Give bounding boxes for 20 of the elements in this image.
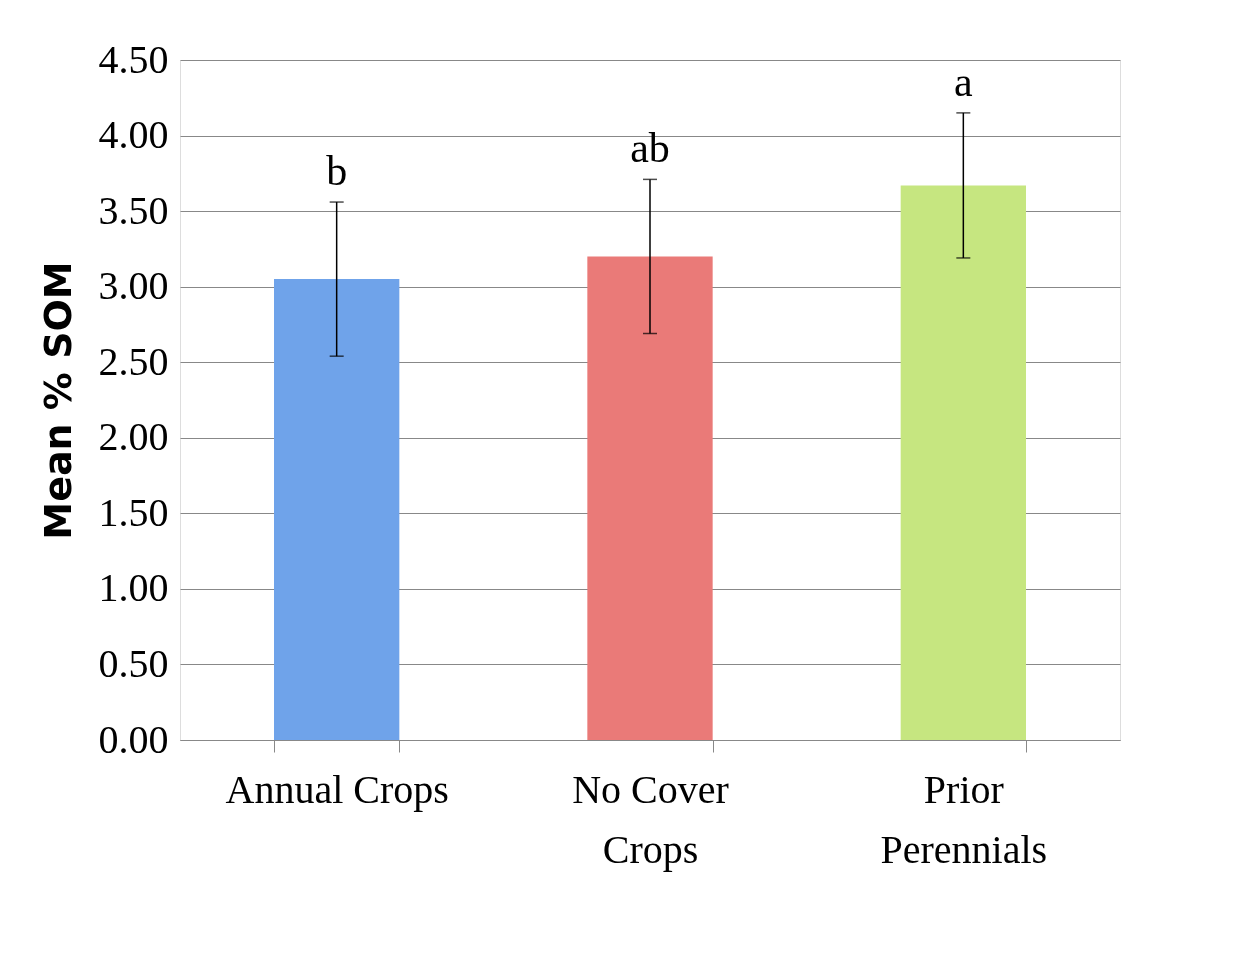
- x-tick-label: Prior Perennials: [880, 766, 1048, 872]
- y-tick-label: 0.50: [98, 640, 169, 686]
- y-tick-label: 1.50: [98, 489, 169, 535]
- bar: [274, 279, 400, 740]
- x-tick-label: Annual Crops: [225, 766, 449, 812]
- annotation: a: [954, 58, 974, 105]
- y-tick-label: 2.00: [98, 414, 169, 460]
- y-tick-label: 2.50: [98, 338, 169, 384]
- y-tick-label: 3.50: [98, 187, 169, 233]
- bar: [900, 185, 1026, 740]
- y-tick-label: 1.00: [98, 565, 169, 611]
- annotation: ab: [630, 125, 670, 172]
- bar: [587, 256, 713, 740]
- y-axis-title: Mean % SOM: [35, 261, 80, 540]
- y-tick-label: 4.00: [98, 112, 169, 158]
- y-tick-label: 3.00: [98, 263, 169, 309]
- y-tick-label: 4.50: [98, 36, 169, 82]
- x-tick-label: No Cover Crops: [572, 766, 729, 872]
- y-tick-label: 0.00: [98, 716, 169, 762]
- annotation: b: [326, 148, 348, 195]
